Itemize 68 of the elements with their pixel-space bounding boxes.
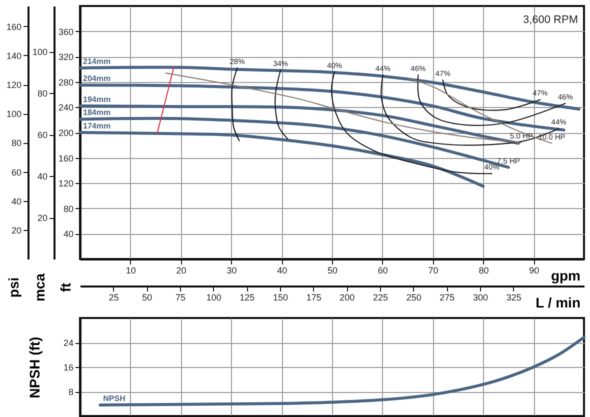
line-series	[231, 67, 240, 142]
y-axis-title: NPSH (ft)	[26, 336, 42, 398]
x2-tick-label: 250	[406, 292, 422, 302]
y-tick-label: 240	[58, 102, 74, 113]
x-axis-title: gpm	[550, 268, 580, 284]
x-tick-label: 60	[378, 266, 388, 276]
line-series	[274, 69, 288, 140]
y3-tick-label: 20	[37, 213, 48, 224]
y-tick-label: 320	[58, 52, 74, 62]
y-tick-label: 360	[58, 26, 74, 37]
y-tick-label: 200	[58, 128, 74, 138]
x2-tick-label: 300	[472, 292, 488, 302]
x-tick-label: 30	[226, 266, 237, 276]
x2-tick-label: 225	[372, 292, 388, 302]
x2-tick-label: 25	[108, 292, 119, 302]
y3-tick-label: 40	[37, 172, 48, 182]
x-tick-label: 80	[478, 266, 489, 276]
y2-axis-title: psi	[6, 277, 22, 298]
line-series	[98, 336, 586, 406]
x2-tick-label: 150	[272, 292, 288, 302]
x2-tick-label: 125	[240, 292, 255, 302]
line-series	[78, 104, 520, 145]
series-label: 184mm	[83, 108, 111, 118]
x2-tick-label: 75	[175, 292, 186, 302]
x-tick-label: 70	[428, 266, 438, 276]
x2-tick-label: 275	[440, 292, 455, 302]
x-tick-label: 10	[126, 266, 136, 276]
y-tick-label: 280	[58, 77, 74, 88]
x-tick-label: 40	[277, 266, 288, 276]
y3-tick-label: 60	[37, 130, 48, 140]
series-label: 214mm	[83, 56, 111, 66]
x2-tick-label: 325	[506, 292, 522, 302]
x2-tick-label: 200	[340, 292, 355, 302]
y2-tick-label: 40	[11, 196, 22, 206]
line-series	[78, 116, 510, 169]
line-series	[165, 72, 522, 144]
y-tick-label: 120	[58, 178, 74, 189]
y2-tick-label: 100	[6, 109, 22, 120]
y2-tick-label: 140	[6, 50, 22, 61]
line-series	[408, 78, 552, 144]
y-tick-label: 8	[68, 387, 74, 397]
y3-tick-label: 100	[32, 47, 48, 58]
y-tick-label: 160	[58, 153, 74, 164]
y-tick-label: 80	[63, 204, 74, 214]
series-label: 194mm	[83, 94, 111, 104]
y-tick-label: 40	[63, 229, 74, 240]
y3-tick-label: 80	[37, 88, 48, 99]
line-series	[78, 131, 485, 188]
y2-tick-label: 60	[11, 167, 22, 178]
y-tick-label: 16	[63, 362, 74, 372]
y-axis-title: ft	[58, 282, 74, 292]
x2-tick-label: 100	[206, 292, 222, 302]
y2-tick-label: 80	[11, 138, 22, 148]
annotation: 3,600 RPM	[522, 14, 578, 26]
x2-axis-title: L / min	[536, 294, 580, 310]
series-label: NPSH	[103, 394, 126, 403]
x2-tick-label: 175	[306, 292, 322, 302]
x-tick-label: 20	[176, 266, 186, 276]
x-tick-label: 50	[327, 266, 338, 276]
y3-axis-title: mca	[32, 273, 48, 302]
y-tick-label: 24	[63, 338, 74, 348]
y2-tick-label: 160	[6, 22, 22, 32]
x-tick-label: 90	[529, 266, 540, 276]
series-label: 174mm	[83, 122, 111, 130]
x2-tick-label: 50	[142, 292, 152, 302]
series-label: 204mm	[83, 74, 111, 84]
y2-tick-label: 120	[6, 80, 22, 90]
y2-tick-label: 20	[11, 225, 22, 236]
